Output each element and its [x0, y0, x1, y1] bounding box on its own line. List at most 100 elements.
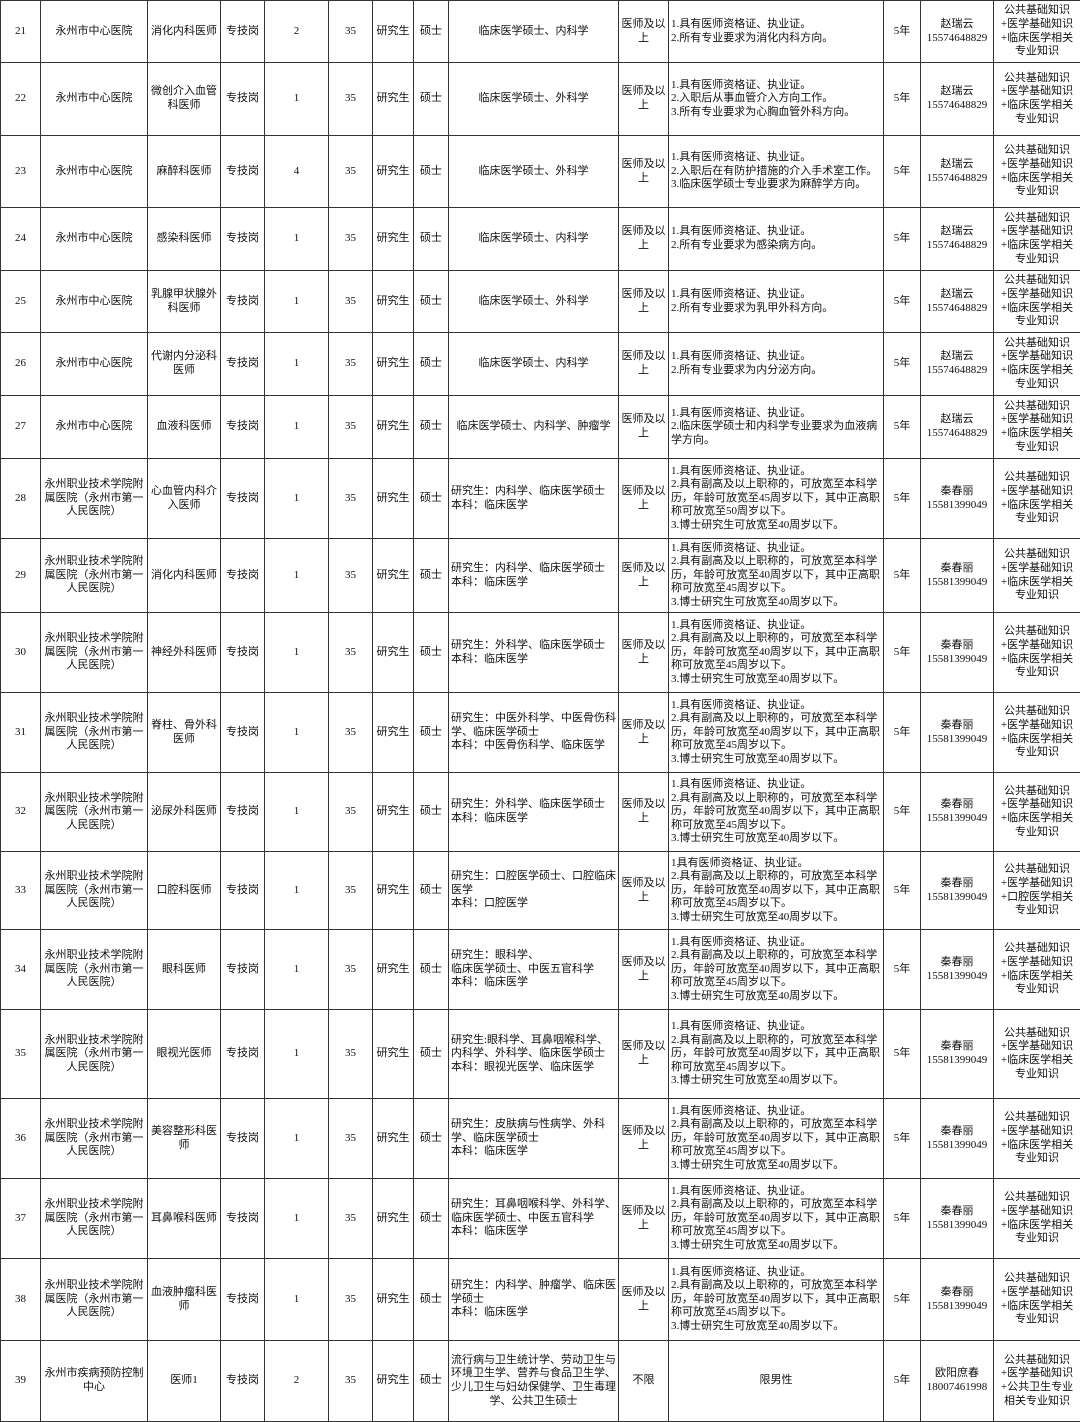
title-requirement: 医师及以上 — [619, 1259, 669, 1341]
degree: 硕士 — [414, 693, 449, 773]
other-requirements: 1.具有医师资格证、执业证。 2.入职后从事血管介入方向工作。 3.所有专业要求… — [669, 63, 884, 136]
service-years: 5年 — [884, 773, 921, 852]
education: 研究生 — [373, 613, 414, 693]
degree: 硕士 — [414, 136, 449, 208]
employer: 永州市中心医院 — [41, 396, 148, 459]
education: 研究生 — [373, 396, 414, 459]
degree: 硕士 — [414, 1010, 449, 1099]
title-requirement: 医师及以上 — [619, 208, 669, 271]
position-type: 专技岗 — [221, 396, 265, 459]
position-name: 心血管内科介入医师 — [148, 459, 221, 539]
contact: 赵瑞云 15574648829 — [921, 271, 994, 333]
hiring-count: 1 — [265, 852, 329, 930]
title-requirement: 医师及以上 — [619, 1, 669, 63]
title-requirement: 医师及以上 — [619, 773, 669, 852]
major: 流行病与卫生统计学、劳动卫生与环境卫生学、营养与食品卫生学、少儿卫生与妇幼保健学… — [449, 1341, 619, 1422]
position-name: 耳鼻喉科医师 — [148, 1179, 221, 1259]
age-limit: 35 — [329, 693, 373, 773]
position-type: 专技岗 — [221, 1259, 265, 1341]
other-requirements: 1.具有医师资格证、执业证。 2.具有副高及以上职称的，可放宽至本科学历，年龄可… — [669, 693, 884, 773]
title-requirement: 医师及以上 — [619, 396, 669, 459]
position-name: 乳腺甲状腺外科医师 — [148, 271, 221, 333]
age-limit: 35 — [329, 271, 373, 333]
service-years: 5年 — [884, 459, 921, 539]
education: 研究生 — [373, 333, 414, 396]
exam-subjects: 公共基础知识+医学基础知识+公共卫生专业相关专业知识 — [994, 1341, 1080, 1422]
contact: 赵瑞云 15574648829 — [921, 396, 994, 459]
age-limit: 35 — [329, 1010, 373, 1099]
contact: 秦春丽 15581399049 — [921, 459, 994, 539]
major: 临床医学硕士、内科学、肿瘤学 — [449, 396, 619, 459]
position-name: 感染科医师 — [148, 208, 221, 271]
hiring-count: 1 — [265, 459, 329, 539]
education: 研究生 — [373, 459, 414, 539]
position-name: 代谢内分泌科医师 — [148, 333, 221, 396]
major: 临床医学硕士、外科学 — [449, 136, 619, 208]
service-years: 5年 — [884, 930, 921, 1010]
major: 研究生：内科学、临床医学硕士 本科：临床医学 — [449, 459, 619, 539]
other-requirements: 限男性 — [669, 1341, 884, 1422]
major: 临床医学硕士、内科学 — [449, 1, 619, 63]
other-requirements: 1.具有医师资格证、执业证。 2.具有副高及以上职称的，可放宽至本科学历，年龄可… — [669, 459, 884, 539]
exam-subjects: 公共基础知识+医学基础知识+临床医学相关专业知识 — [994, 1, 1080, 63]
degree: 硕士 — [414, 1, 449, 63]
education: 研究生 — [373, 136, 414, 208]
service-years: 5年 — [884, 1341, 921, 1422]
service-years: 5年 — [884, 1179, 921, 1259]
contact: 秦春丽 15581399049 — [921, 773, 994, 852]
row-number: 26 — [1, 333, 41, 396]
exam-subjects: 公共基础知识+医学基础知识+临床医学相关专业知识 — [994, 333, 1080, 396]
hiring-count: 2 — [265, 1341, 329, 1422]
major: 研究生：内科学、临床医学硕士 本科：临床医学 — [449, 539, 619, 613]
major: 研究生：皮肤病与性病学、外科学、临床医学硕士 本科：临床医学 — [449, 1099, 619, 1179]
age-limit: 35 — [329, 333, 373, 396]
major: 研究生：眼科学、 临床医学硕士、中医五官科学 本科：临床医学 — [449, 930, 619, 1010]
service-years: 5年 — [884, 852, 921, 930]
major: 研究生:眼科学、耳鼻咽喉科学、内科学、外科学、临床医学硕士 本科：眼视光医学、临… — [449, 1010, 619, 1099]
employer: 永州职业技术学院附属医院（永州市第一人民医院） — [41, 773, 148, 852]
major: 研究生：外科学、临床医学硕士 本科：临床医学 — [449, 773, 619, 852]
employer: 永州市疾病预防控制中心 — [41, 1341, 148, 1422]
contact: 秦春丽 15581399049 — [921, 1259, 994, 1341]
education: 研究生 — [373, 208, 414, 271]
other-requirements: 1.具有医师资格证、执业证。 2.具有副高及以上职称的，可放宽至本科学历，年龄可… — [669, 1099, 884, 1179]
education: 研究生 — [373, 1010, 414, 1099]
position-type: 专技岗 — [221, 208, 265, 271]
employer: 永州职业技术学院附属医院（永州市第一人民医院） — [41, 1010, 148, 1099]
position-type: 专技岗 — [221, 136, 265, 208]
position-type: 专技岗 — [221, 459, 265, 539]
exam-subjects: 公共基础知识+医学基础知识+临床医学相关专业知识 — [994, 773, 1080, 852]
service-years: 5年 — [884, 1010, 921, 1099]
age-limit: 35 — [329, 613, 373, 693]
title-requirement: 医师及以上 — [619, 539, 669, 613]
age-limit: 35 — [329, 852, 373, 930]
hiring-count: 1 — [265, 271, 329, 333]
position-name: 口腔科医师 — [148, 852, 221, 930]
hiring-count: 4 — [265, 136, 329, 208]
major: 临床医学硕士、外科学 — [449, 271, 619, 333]
hiring-count: 1 — [265, 1010, 329, 1099]
title-requirement: 不限 — [619, 1341, 669, 1422]
title-requirement: 医师及以上 — [619, 1179, 669, 1259]
position-name: 消化内科医师 — [148, 539, 221, 613]
age-limit: 35 — [329, 1179, 373, 1259]
service-years: 5年 — [884, 1259, 921, 1341]
position-type: 专技岗 — [221, 693, 265, 773]
employer: 永州市中心医院 — [41, 1, 148, 63]
title-requirement: 医师及以上 — [619, 271, 669, 333]
position-type: 专技岗 — [221, 539, 265, 613]
hiring-count: 1 — [265, 208, 329, 271]
exam-subjects: 公共基础知识+医学基础知识+临床医学相关专业知识 — [994, 613, 1080, 693]
contact: 秦春丽 15581399049 — [921, 1010, 994, 1099]
degree: 硕士 — [414, 459, 449, 539]
contact: 赵瑞云 15574648829 — [921, 136, 994, 208]
contact: 秦春丽 15581399049 — [921, 1099, 994, 1179]
row-number: 35 — [1, 1010, 41, 1099]
